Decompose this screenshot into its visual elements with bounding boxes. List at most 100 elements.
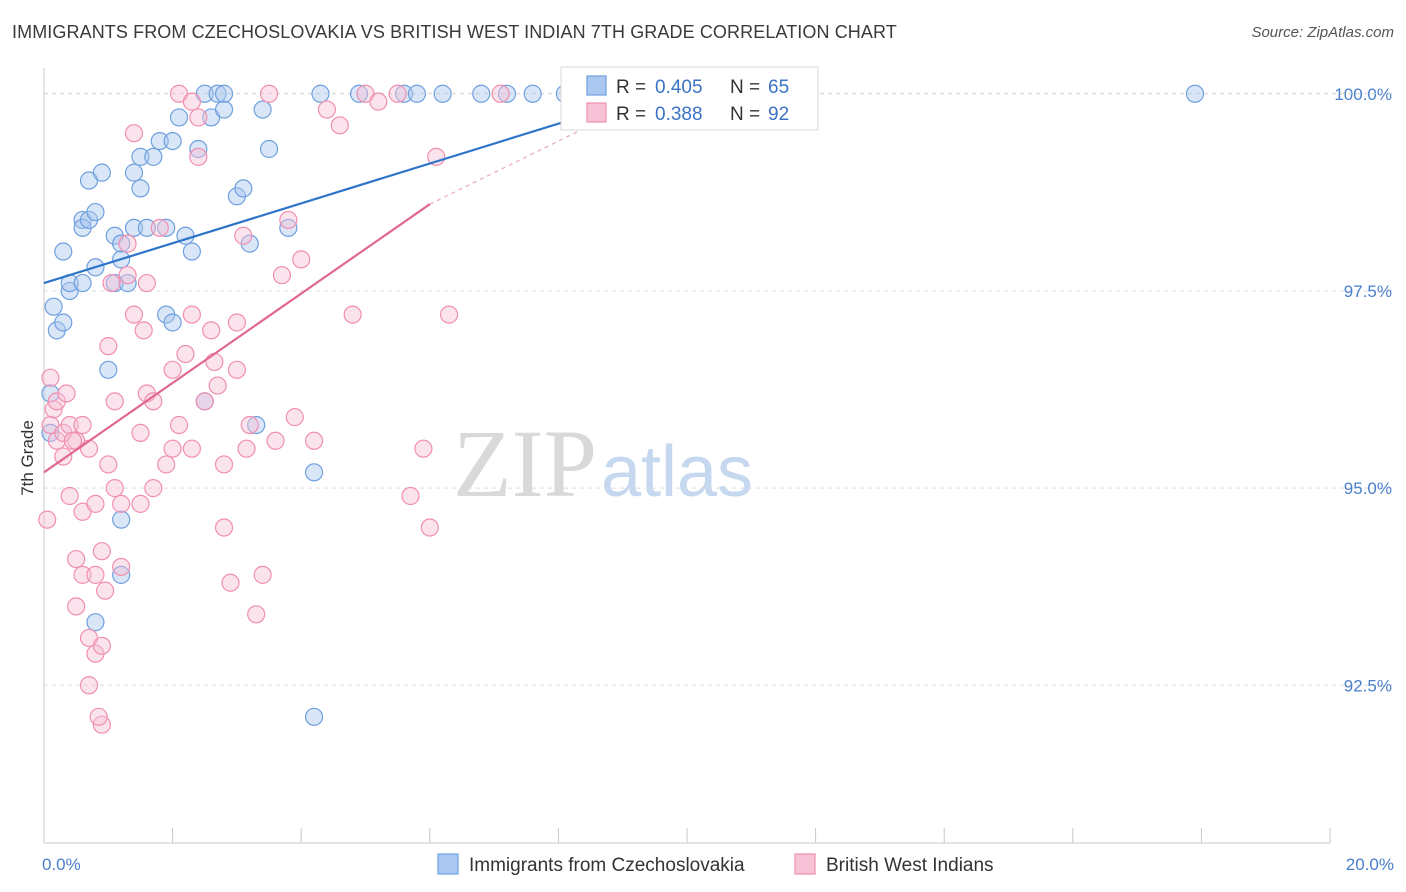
bwi-trend-line: [43, 203, 431, 474]
czech-point: [54, 242, 73, 261]
watermark-atlas: atlas: [601, 432, 753, 512]
bwi-point: [105, 392, 124, 411]
czech-point: [118, 273, 137, 293]
bwi-point: [131, 423, 150, 442]
czech-point: [214, 100, 234, 119]
bwi-point: [491, 84, 510, 103]
czech-point: [73, 273, 92, 293]
bwi-point: [227, 313, 246, 332]
czech-point: [163, 131, 182, 151]
czech-point: [157, 218, 176, 237]
czech-point: [182, 242, 201, 261]
y-tick-label: 97.5%: [1344, 282, 1392, 301]
chart-source: Source: ZipAtlas.com: [1251, 24, 1394, 41]
bwi-point: [208, 376, 227, 395]
bwi-point: [369, 92, 388, 111]
czech-point: [304, 707, 324, 726]
bwi-point: [95, 581, 115, 600]
legend-bwi-swatch: [794, 853, 816, 875]
czech-point: [189, 139, 208, 159]
bwi-point: [214, 518, 234, 537]
bwi-point: [343, 305, 362, 324]
czech-point: [259, 139, 279, 159]
bwi-point: [150, 218, 169, 237]
bwi-point: [401, 486, 420, 506]
bwi-point: [234, 226, 253, 245]
czech-point: [234, 179, 253, 198]
czech-point: [86, 202, 105, 222]
bwi-point: [89, 707, 108, 726]
stats-r-label: R =: [616, 104, 646, 125]
bwi-point: [105, 479, 124, 498]
bwi-point: [317, 100, 337, 119]
bwi-point: [86, 494, 105, 513]
czech-point: [112, 565, 131, 584]
czech-point: [99, 360, 118, 379]
bwi-point: [420, 518, 439, 537]
bwi-point: [124, 124, 144, 143]
bwi-point: [73, 415, 92, 435]
y-tick-label: 100.0%: [1334, 85, 1392, 104]
bwi-point: [57, 384, 76, 403]
czech-point: [497, 84, 517, 103]
y-tick-label: 95.0%: [1344, 479, 1392, 498]
bwi-point: [163, 360, 182, 379]
bwi-point: [137, 273, 156, 293]
czech-point: [92, 163, 111, 182]
czech-point: [169, 108, 189, 127]
bwi-point: [253, 565, 272, 584]
czech-point: [247, 415, 266, 435]
chart-title: IMMIGRANTS FROM CZECHOSLOVAKIA VS BRITIS…: [12, 22, 897, 42]
bwi-point: [60, 486, 79, 506]
czech-point: [1185, 84, 1205, 103]
bwi-point: [205, 352, 224, 372]
bwi-point: [439, 305, 459, 324]
bwi-point: [237, 439, 256, 458]
bwi-point: [330, 116, 349, 135]
czech-point: [124, 163, 144, 182]
czech-trend-line: [43, 92, 656, 285]
bwi-point: [285, 408, 304, 427]
bwi-point: [176, 344, 195, 364]
bwi-point: [272, 266, 292, 285]
bwi-point: [182, 305, 201, 324]
x-tick-label: 0.0%: [42, 855, 81, 874]
czech-point: [208, 84, 227, 103]
stats-swatch-bwi: [586, 102, 607, 123]
bwi-point: [124, 305, 144, 324]
bwi-point: [92, 636, 111, 655]
bwi-point: [63, 431, 83, 450]
czech-point: [472, 84, 491, 103]
bwi-point: [67, 597, 86, 616]
bwi-point: [134, 321, 153, 340]
czech-point: [86, 613, 105, 632]
bwi-point: [388, 84, 407, 103]
bwi-point: [182, 92, 201, 111]
bwi-point: [38, 510, 57, 529]
czech-point: [131, 179, 150, 198]
bwi-point: [240, 415, 259, 435]
czech-point: [279, 218, 298, 237]
czech-point: [54, 313, 73, 332]
czech-point: [253, 100, 272, 119]
y-tick-label: 92.5%: [1344, 676, 1392, 695]
bwi-point: [99, 337, 118, 356]
legend-czech-swatch: [437, 853, 459, 875]
bwi-point: [86, 565, 105, 584]
bwi-point: [279, 210, 298, 230]
czech-point: [150, 131, 169, 151]
czech-point: [131, 147, 150, 166]
stats-n-value: 92: [768, 104, 789, 125]
bwi-point: [118, 234, 137, 253]
czech-point: [349, 84, 369, 103]
bwi-point: [99, 455, 118, 474]
czech-point: [523, 84, 542, 103]
czech-point: [214, 84, 234, 103]
bwi-point: [259, 84, 279, 103]
bwi-point: [247, 605, 266, 624]
bwi-point: [112, 494, 131, 513]
bwi-point: [189, 147, 208, 166]
czech-point: [144, 147, 163, 166]
bwi-point: [92, 542, 111, 561]
